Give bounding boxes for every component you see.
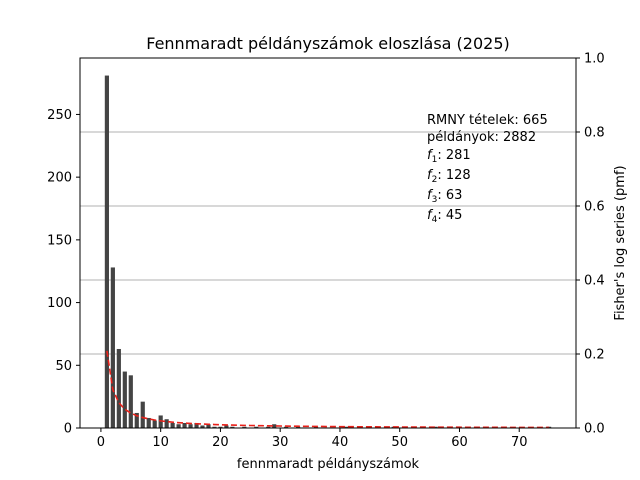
bar [164, 419, 169, 428]
bar [116, 348, 121, 428]
annotation-sep: : [437, 148, 446, 163]
annotation-f2-sub: 2 [432, 175, 438, 185]
bar [212, 426, 217, 428]
y2-axis-ticks: 0.0 0.2 0.4 0.6 0.8 1.0 [576, 52, 605, 437]
y-tick-label: 150 [47, 233, 72, 248]
annotation-f3-label: f [427, 188, 434, 203]
annotation-f3-value: 63 [446, 188, 463, 203]
annotation-f1-value: 281 [446, 148, 471, 163]
x-tick-label: 60 [451, 435, 468, 450]
y2-tick-label: 0.0 [584, 422, 605, 437]
annotation-items-value: 665 [523, 113, 548, 128]
annotation-f1: f1: 281 [427, 148, 471, 165]
annotation-sep: : [437, 168, 446, 183]
annotation-f4-value: 45 [446, 208, 463, 223]
y2-tick-label: 0.8 [584, 126, 605, 141]
bar [158, 415, 163, 428]
bar [272, 424, 277, 428]
x-tick-label: 70 [511, 435, 528, 450]
bar [104, 75, 109, 428]
y-tick-label: 100 [47, 296, 72, 311]
bar [313, 426, 319, 428]
bar [128, 375, 133, 428]
x-tick-label: 20 [212, 435, 229, 450]
annotation-items: RMNY tételek: 665 [427, 113, 548, 128]
x-axis-label: fennmaradt példányszámok [237, 457, 420, 472]
annotation-sep: : [437, 188, 446, 203]
bar [224, 425, 229, 428]
stats-annotation: RMNY tételek: 665 példányok: 2882 f1: 28… [427, 113, 548, 225]
annotation-sep: : [514, 113, 523, 128]
annotation-f1-label: f [427, 148, 434, 163]
bar [170, 422, 175, 428]
y-tick-label: 200 [47, 171, 72, 186]
annotation-copies: példányok: 2882 [427, 130, 536, 145]
chart-title: Fennmaradt példányszámok eloszlása (2025… [146, 34, 510, 53]
annotation-sep: : [437, 208, 446, 223]
annotation-sep: : [495, 130, 504, 145]
bar [266, 426, 271, 428]
annotation-f1-sub: 1 [432, 155, 438, 165]
bar [433, 426, 438, 428]
bar [343, 426, 349, 428]
y-tick-label: 250 [47, 108, 72, 123]
bar [296, 426, 301, 428]
annotation-items-label: RMNY tételek [427, 113, 515, 128]
bar [152, 420, 157, 428]
bar [200, 425, 205, 428]
x-axis-ticks: 0 10 20 30 40 50 60 70 [97, 428, 528, 450]
y2-tick-label: 0.4 [584, 274, 605, 289]
plot-frame [79, 57, 577, 429]
annotation-f4: f4: 45 [427, 208, 462, 225]
bar [188, 424, 193, 428]
annotation-f4-sub: 4 [432, 215, 438, 225]
x-tick-label: 0 [97, 435, 105, 450]
y2-axis-label: Fisher's log series (pmf) [613, 165, 628, 320]
bar [206, 424, 211, 428]
y2-tick-label: 0.2 [584, 348, 605, 363]
bar [140, 401, 145, 428]
y2-tick-label: 1.0 [584, 52, 605, 67]
annotation-f4-label: f [427, 208, 434, 223]
grid-lines [80, 131, 576, 355]
bar [242, 426, 247, 428]
bar [176, 424, 181, 428]
annotation-f2: f2: 128 [427, 168, 471, 185]
annotation-f3-sub: 3 [432, 195, 438, 205]
x-tick-label: 30 [272, 435, 289, 450]
annotation-f2-value: 128 [446, 168, 471, 183]
bar [218, 426, 223, 428]
x-tick-label: 40 [332, 435, 349, 450]
bar [122, 371, 127, 428]
annotation-copies-value: 2882 [503, 130, 536, 145]
bar [146, 417, 151, 428]
y2-tick-label: 0.6 [584, 200, 605, 215]
bar [254, 426, 259, 428]
bar-series [104, 75, 552, 428]
annotation-copies-label: példányok [427, 130, 495, 145]
y-tick-label: 50 [55, 359, 72, 374]
bar [284, 426, 289, 428]
bar [110, 267, 115, 428]
x-tick-label: 10 [152, 435, 169, 450]
annotation-f2-label: f [427, 168, 434, 183]
fisher-log-series-line [106, 350, 550, 429]
x-tick-label: 50 [391, 435, 408, 450]
bar [134, 412, 139, 428]
y-axis-ticks: 0 50 100 150 200 250 [47, 108, 80, 437]
bar [194, 422, 199, 428]
annotation-f3: f3: 63 [427, 188, 462, 205]
bar [182, 422, 187, 428]
bar [230, 426, 235, 428]
y-tick-label: 0 [64, 422, 72, 437]
